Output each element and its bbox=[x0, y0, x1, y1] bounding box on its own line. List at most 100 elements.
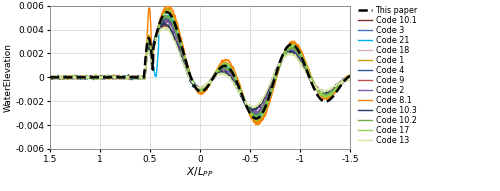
Code 2 bbox=[276, 67, 281, 70]
Code 21 bbox=[164, 14, 170, 17]
Code 21 bbox=[222, 64, 228, 66]
Code 1 bbox=[222, 62, 228, 64]
Code 3 bbox=[347, 76, 353, 79]
Code 10.2 bbox=[347, 75, 353, 78]
Code 2 bbox=[306, 73, 312, 75]
Code 9 bbox=[276, 65, 281, 67]
Code 10.3 bbox=[347, 78, 353, 80]
Code 9 bbox=[252, 108, 258, 111]
Code 17 bbox=[230, 69, 235, 71]
Code 21 bbox=[66, 77, 71, 79]
This paper bbox=[66, 76, 71, 79]
Code 2 bbox=[347, 77, 353, 79]
Code 10.3 bbox=[276, 63, 281, 66]
Code 13 bbox=[276, 65, 281, 67]
Code 21 bbox=[230, 72, 235, 74]
Line: Code 17: Code 17 bbox=[50, 11, 350, 120]
Code 18 bbox=[347, 78, 353, 80]
Code 9 bbox=[238, 96, 244, 98]
Code 3 bbox=[230, 74, 235, 76]
Code 10.1 bbox=[66, 77, 71, 79]
Code 4 bbox=[238, 94, 244, 96]
This paper bbox=[47, 76, 53, 79]
Code 8.1 bbox=[47, 78, 53, 80]
Y-axis label: WaterElevation: WaterElevation bbox=[4, 43, 13, 112]
Code 18 bbox=[276, 66, 281, 69]
Code 17 bbox=[347, 77, 353, 79]
Code 9 bbox=[47, 77, 53, 79]
Code 10.1 bbox=[252, 113, 258, 116]
Code 13 bbox=[238, 95, 244, 97]
X-axis label: $X/L_{PP}$: $X/L_{PP}$ bbox=[186, 165, 214, 179]
Line: Code 13: Code 13 bbox=[50, 28, 350, 108]
Code 10.3 bbox=[230, 79, 235, 82]
Code 2 bbox=[230, 75, 235, 78]
Legend: This paper, Code 10.1, Code 3, Code 21, Code 18, Code 1, Code 4, Code 9, Code 2,: This paper, Code 10.1, Code 3, Code 21, … bbox=[357, 6, 418, 146]
This paper bbox=[164, 11, 170, 13]
Code 13 bbox=[66, 76, 71, 78]
This paper bbox=[230, 72, 235, 74]
Code 10.1 bbox=[276, 67, 281, 69]
Code 10.2 bbox=[252, 115, 258, 117]
Code 3 bbox=[306, 74, 312, 77]
Code 10.1 bbox=[238, 94, 244, 96]
Code 10.3 bbox=[161, 21, 167, 24]
Code 8.1 bbox=[222, 59, 228, 61]
Code 2 bbox=[164, 19, 170, 21]
Code 10.3 bbox=[66, 75, 71, 78]
Code 3 bbox=[238, 93, 244, 96]
Code 1 bbox=[306, 70, 312, 72]
Code 13 bbox=[47, 77, 53, 79]
Code 4 bbox=[66, 78, 71, 80]
Code 10.2 bbox=[306, 74, 312, 76]
Code 9 bbox=[347, 77, 353, 79]
Line: Code 9: Code 9 bbox=[50, 25, 350, 109]
Code 1 bbox=[253, 121, 259, 123]
Code 10.2 bbox=[222, 66, 228, 69]
Code 18 bbox=[306, 76, 312, 78]
Line: Code 21: Code 21 bbox=[50, 15, 350, 118]
Code 10.3 bbox=[306, 76, 312, 79]
Code 10.1 bbox=[47, 75, 53, 77]
Code 10.3 bbox=[47, 76, 53, 78]
Code 8.1 bbox=[230, 66, 235, 68]
Code 3 bbox=[66, 77, 71, 79]
Line: Code 3: Code 3 bbox=[50, 15, 350, 116]
Code 18 bbox=[222, 70, 228, 72]
Code 18 bbox=[162, 23, 168, 25]
Code 17 bbox=[254, 119, 260, 121]
Code 8.1 bbox=[306, 69, 312, 71]
Code 10.1 bbox=[222, 67, 228, 69]
Code 10.2 bbox=[276, 66, 281, 68]
Code 10.1 bbox=[347, 76, 353, 78]
Code 17 bbox=[66, 78, 71, 80]
Code 17 bbox=[222, 64, 228, 66]
Line: Code 10.3: Code 10.3 bbox=[50, 23, 350, 111]
Code 9 bbox=[230, 79, 235, 81]
Code 17 bbox=[306, 71, 312, 74]
Code 21 bbox=[276, 70, 281, 73]
Code 10.1 bbox=[166, 18, 172, 20]
Code 10.2 bbox=[66, 77, 71, 79]
Code 4 bbox=[162, 17, 168, 19]
Code 2 bbox=[66, 76, 71, 78]
Code 4 bbox=[230, 76, 235, 78]
Code 10.1 bbox=[230, 75, 235, 78]
Code 17 bbox=[164, 9, 170, 12]
Code 13 bbox=[250, 107, 256, 109]
Code 4 bbox=[347, 76, 353, 79]
Code 9 bbox=[222, 72, 228, 74]
Code 17 bbox=[276, 70, 281, 72]
Code 18 bbox=[47, 76, 53, 78]
Code 1 bbox=[47, 78, 53, 80]
Code 8.1 bbox=[164, 4, 170, 6]
Line: Code 4: Code 4 bbox=[50, 18, 350, 115]
Code 18 bbox=[230, 77, 235, 79]
Code 13 bbox=[222, 74, 228, 76]
Code 10.3 bbox=[250, 110, 256, 112]
Code 9 bbox=[162, 23, 168, 26]
Code 21 bbox=[238, 91, 244, 93]
Code 10.3 bbox=[238, 96, 244, 98]
Code 8.1 bbox=[347, 74, 353, 76]
Code 10.3 bbox=[222, 71, 228, 74]
